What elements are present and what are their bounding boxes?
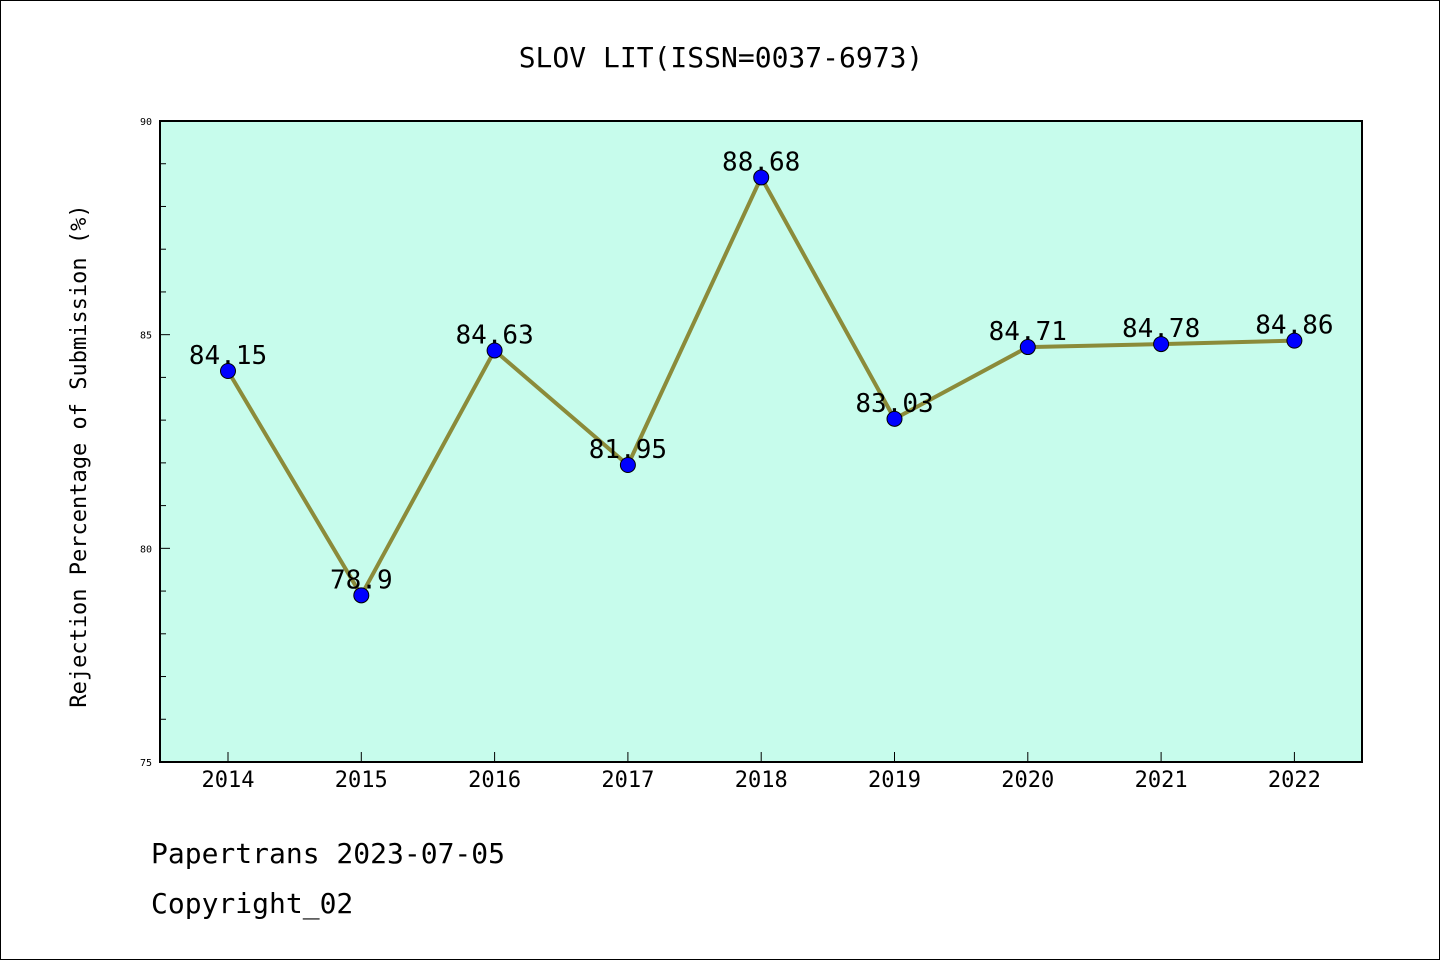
data-point [486, 342, 503, 359]
x-tick-label: 2018 [735, 768, 788, 793]
y-tick-label: 90 [140, 117, 152, 128]
x-tick-label: 2020 [1001, 768, 1054, 793]
x-tick-label: 2017 [601, 768, 654, 793]
data-point [220, 362, 236, 379]
y-tick-label: 75 [140, 758, 152, 769]
data-labels: 84.15 78.9 84.63 81.95 88.68 83.03 84.71 84.78 8… [189, 147, 1334, 595]
x-axis: 2014 2015 2016 2017 2018 2019 2020 2021 2022 [202, 752, 1321, 793]
data-label: 88.68 [722, 147, 800, 177]
x-tick-label: 2021 [1135, 768, 1188, 793]
plot-area [159, 120, 1363, 763]
data-label: 84.86 [1255, 311, 1333, 341]
data-label: 84.15 [189, 341, 267, 371]
x-tick-label: 2019 [868, 768, 921, 793]
footer-date: Papertrans 2023-07-05 [151, 837, 506, 870]
data-label: 84.78 [1122, 314, 1200, 344]
x-tick-label: 2022 [1268, 768, 1321, 793]
data-point [1019, 339, 1036, 356]
y-axis-label: Rejection Percentage of Submission (%) [67, 204, 92, 707]
x-tick-label: 2015 [335, 768, 388, 793]
data-label: 78.9 [330, 565, 393, 595]
data-label: 84.71 [989, 317, 1067, 347]
y-tick-label: 80 [140, 544, 152, 555]
chart-title: SLOV LIT(ISSN=0037-6973) [519, 41, 924, 74]
data-point [1286, 332, 1303, 349]
data-point [1153, 336, 1170, 353]
footer-copyright: Copyright_02 [151, 887, 354, 920]
data-label: 81.95 [589, 435, 667, 465]
y-axis: 75 80 85 90 [140, 117, 170, 769]
series [220, 169, 1303, 604]
data-point [753, 169, 770, 186]
data-point [353, 587, 370, 604]
x-tick-label: 2014 [202, 768, 255, 793]
data-label: 84.63 [455, 320, 533, 350]
x-tick-label: 2016 [468, 768, 521, 793]
data-point [886, 410, 903, 427]
data-point [619, 457, 636, 474]
y-tick-label: 85 [140, 331, 152, 342]
data-label: 83.03 [855, 389, 933, 419]
